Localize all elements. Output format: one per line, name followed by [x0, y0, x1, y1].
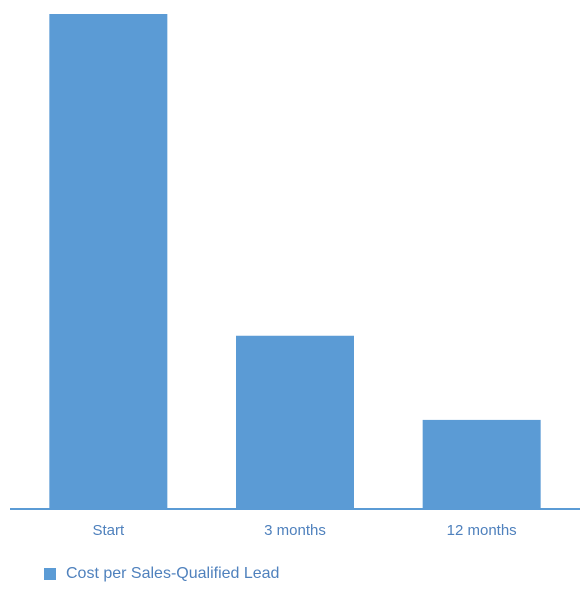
legend-label: Cost per Sales-Qualified Lead [66, 565, 280, 582]
bar-12-months [422, 419, 541, 509]
x-tick-label: 12 months [447, 522, 517, 539]
bar-start [49, 14, 168, 509]
bar-3-months [236, 335, 354, 509]
legend: Cost per Sales-Qualified Lead [44, 565, 279, 583]
x-tick-label: Start [92, 522, 125, 539]
x-tick-labels: Start 3 months 12 months [92, 522, 516, 539]
legend-swatch [44, 568, 56, 580]
bars-group [49, 14, 541, 509]
x-tick-label: 3 months [264, 522, 326, 539]
